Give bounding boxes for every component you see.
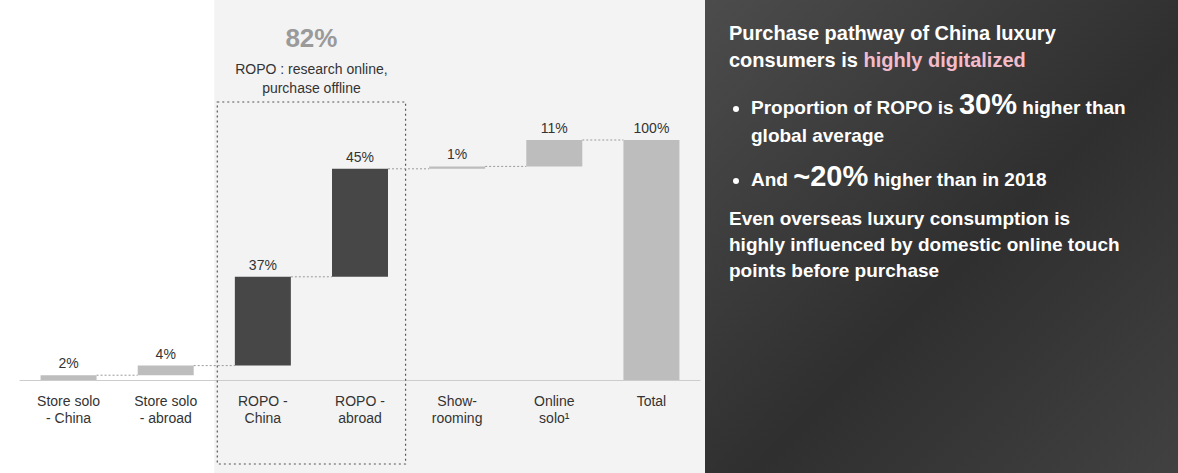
svg-text:Online: Online <box>534 393 575 409</box>
svg-text:purchase offline: purchase offline <box>262 80 361 96</box>
svg-text:100%: 100% <box>634 120 670 136</box>
html-text:Proportion of ROPO is30%higher: Proportion of ROPO is30%higher than glob… <box>751 88 1126 146</box>
svg-text:Store solo: Store solo <box>134 393 197 409</box>
svg-text:ROPO -: ROPO - <box>238 393 288 409</box>
svg-text:solo¹: solo¹ <box>539 410 570 426</box>
svg-text:Show-: Show- <box>437 393 477 409</box>
svg-text:45%: 45% <box>346 149 374 165</box>
svg-text:1%: 1% <box>447 146 467 162</box>
svg-text:11%: 11% <box>541 120 568 136</box>
svg-text:- abroad: - abroad <box>140 410 192 426</box>
svg-text:4%: 4% <box>156 346 176 362</box>
svg-text:China: China <box>245 410 282 426</box>
html-text:Purchase pathway of China luxu: Purchase pathway of China luxury consume… <box>729 22 1056 71</box>
svg-text:37%: 37% <box>249 257 277 273</box>
html-text:And~20%higher than in 2018: And~20%higher than in 2018 <box>751 160 1047 192</box>
svg-text:- China: - China <box>46 410 91 426</box>
svg-text:Total: Total <box>637 393 667 409</box>
svg-text:ROPO -: ROPO - <box>335 393 385 409</box>
svg-text:rooming: rooming <box>432 410 483 426</box>
svg-text:abroad: abroad <box>338 410 382 426</box>
html-text:Even overseas luxury consumpti: Even overseas luxury consumption is high… <box>729 208 1120 281</box>
svg-text:82%: 82% <box>285 23 337 53</box>
svg-text:2%: 2% <box>58 355 78 371</box>
svg-text:ROPO : research online,: ROPO : research online, <box>235 61 388 77</box>
svg-text:Store solo: Store solo <box>37 393 100 409</box>
